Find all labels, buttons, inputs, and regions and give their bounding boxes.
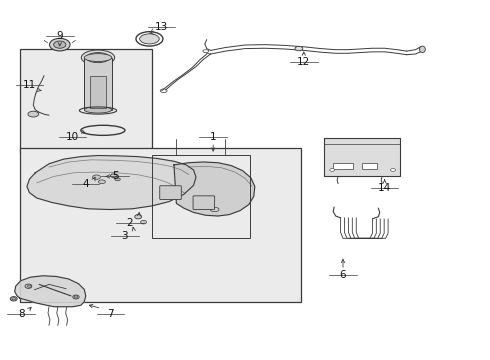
Text: 13: 13 (155, 22, 169, 32)
Ellipse shape (28, 111, 39, 117)
Ellipse shape (74, 296, 77, 298)
Ellipse shape (391, 168, 395, 171)
Ellipse shape (295, 46, 303, 51)
Ellipse shape (84, 54, 112, 62)
Bar (84, 58, 112, 110)
Text: 9: 9 (56, 31, 63, 41)
Polygon shape (27, 156, 196, 210)
Bar (333, 163, 353, 169)
Ellipse shape (141, 220, 147, 224)
Ellipse shape (86, 53, 110, 63)
Ellipse shape (98, 180, 105, 184)
Ellipse shape (419, 46, 425, 53)
Ellipse shape (12, 298, 16, 300)
Ellipse shape (115, 178, 121, 181)
Ellipse shape (330, 168, 335, 171)
Ellipse shape (81, 50, 115, 65)
Text: 4: 4 (82, 179, 89, 189)
Ellipse shape (73, 295, 79, 299)
Ellipse shape (10, 297, 17, 301)
FancyBboxPatch shape (160, 186, 181, 199)
Ellipse shape (49, 38, 70, 51)
Polygon shape (174, 162, 255, 216)
Text: 10: 10 (66, 132, 79, 142)
Ellipse shape (140, 34, 159, 44)
Text: 2: 2 (126, 218, 133, 228)
Bar (362, 163, 377, 169)
Polygon shape (15, 276, 86, 307)
FancyBboxPatch shape (193, 196, 215, 210)
Bar (152, 155, 250, 238)
Ellipse shape (25, 284, 32, 288)
Ellipse shape (84, 107, 112, 113)
Ellipse shape (93, 175, 100, 179)
Text: 7: 7 (107, 309, 114, 319)
FancyBboxPatch shape (324, 138, 400, 176)
Text: 1: 1 (210, 132, 217, 142)
Ellipse shape (135, 215, 142, 219)
Text: 5: 5 (112, 171, 119, 181)
Ellipse shape (110, 174, 117, 177)
Ellipse shape (53, 41, 66, 48)
Text: 8: 8 (18, 309, 24, 319)
Text: 14: 14 (378, 183, 392, 193)
Bar (90, 76, 106, 108)
Text: 11: 11 (23, 80, 36, 90)
Ellipse shape (27, 285, 31, 287)
Text: 3: 3 (122, 231, 128, 241)
Bar (20, 49, 152, 153)
Text: 6: 6 (340, 270, 346, 280)
Text: 12: 12 (297, 57, 311, 67)
Bar (20, 148, 301, 302)
